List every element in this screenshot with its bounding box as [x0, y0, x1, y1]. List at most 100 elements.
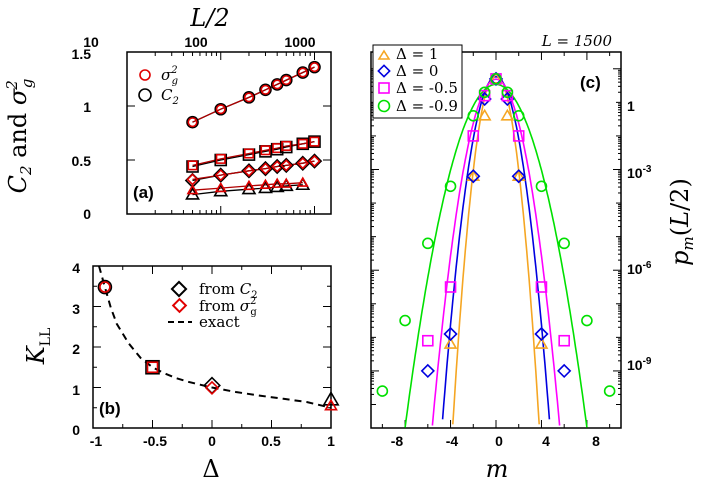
- c-marker-Δ = -0.5: [444, 281, 457, 293]
- c-marker-Δ = -0.9: [422, 237, 434, 250]
- b-legend-sigma-label: from σ2 g: [199, 296, 257, 318]
- b-legend-c2-marker: [170, 280, 188, 298]
- panel-c: L = 1500 -8 -4 0 4 8 m 1 10-3 10-6 10-9 …: [370, 32, 697, 483]
- c-marker-Δ = -0.5: [467, 130, 480, 142]
- c-legend-marker-delta1: [377, 49, 391, 60]
- b-ytick-0: 0: [72, 422, 80, 438]
- c-marker-Δ = -0.9: [501, 86, 514, 99]
- panel-b: 4 3 2 1 0 -1 -0.5 0 0.5 1 Δ KLL from C2 …: [22, 260, 340, 483]
- a-marker-sigma-delta-0.9: [272, 79, 283, 90]
- a-ytick-1: 1: [83, 99, 91, 115]
- a-marker-sigma-delta1: [296, 176, 309, 187]
- b-ytick-3: 3: [72, 301, 80, 317]
- a-marker-C2-delta-0.9: [296, 66, 310, 79]
- c-xtick-neg4: -4: [446, 433, 459, 449]
- a-marker-C2-delta-0.9: [242, 91, 256, 104]
- c-marker-Δ = -0.5: [478, 89, 491, 102]
- a-marker-sigma-delta-0.9: [309, 62, 320, 73]
- b-ylabel: KLL: [22, 328, 54, 366]
- c-xtick-0: 0: [495, 433, 503, 449]
- c-curve-Δ = -0.5: [431, 78, 561, 426]
- a-marker-C2-delta-0.9: [259, 83, 272, 97]
- a-xtick-100: 100: [184, 34, 208, 50]
- a-fit-sigma_g2-delta1: [192, 182, 303, 191]
- a-ytick-0.5: 0.5: [72, 153, 92, 169]
- b-xtick-neg1: -1: [90, 433, 103, 449]
- c-marker-Δ = 0: [477, 91, 492, 107]
- c-marker-Δ = -0.9: [558, 237, 570, 250]
- a-marker-C2-delta0: [213, 167, 229, 183]
- a-marker-sigma-delta0: [214, 168, 227, 182]
- a-marker-sigma-delta-0.5: [187, 160, 198, 171]
- panel-c-curves: [404, 72, 588, 428]
- a-marker-sigma-delta0: [259, 162, 272, 175]
- b-ytick-2: 2: [72, 341, 80, 357]
- a-ytick-1.5: 1.5: [72, 46, 92, 62]
- panel-a: 1.5 1 0.5 0 10 100 1000 L/2 C2 and σ2g σ…: [3, 4, 332, 222]
- a-marker-sigma-delta1: [271, 177, 284, 188]
- b-marker-C2-delta-0.5: [145, 359, 160, 375]
- a-marker-C2-delta-0.5: [308, 135, 321, 148]
- a-ytick-0: 0: [83, 206, 91, 222]
- c-legend-label-delta1: Δ = 1: [396, 45, 438, 63]
- c-xlabel: m: [486, 455, 509, 483]
- a-marker-sigma-delta-0.9: [215, 104, 226, 115]
- a-legend-c2-label: C2: [161, 86, 179, 107]
- c-marker-Δ = 1: [511, 169, 526, 182]
- b-xtick-1: 1: [327, 433, 335, 449]
- c-marker-Δ = -0.9: [478, 86, 491, 99]
- c-marker-Δ = 1: [534, 336, 549, 349]
- a-marker-sigma-delta-0.9: [187, 117, 198, 128]
- c-marker-Δ = 0: [466, 169, 481, 184]
- panel-a-markers: [184, 60, 323, 200]
- c-marker-Δ = -0.9: [535, 180, 548, 193]
- a-marker-sigma-delta0: [242, 164, 256, 177]
- b-panel-label: (b): [99, 399, 121, 418]
- c-legend-marker-delta-0.9: [377, 99, 391, 113]
- b-exact-curve: [98, 265, 332, 409]
- a-marker-sigma-delta0: [296, 157, 309, 170]
- c-marker-Δ = -0.9: [399, 314, 411, 327]
- b-marker-C2-delta1: [322, 390, 340, 406]
- c-panel-label: (c): [580, 73, 601, 92]
- a-marker-C2-delta1: [269, 179, 285, 193]
- a-legend-sigma-label: σ2 g: [161, 65, 178, 87]
- c-marker-Δ = 0: [500, 91, 515, 107]
- c-legend-box: [372, 44, 463, 119]
- b-legend-sigma-marker: [171, 297, 188, 314]
- a-marker-sigma-delta1: [259, 178, 272, 189]
- c-legend-label-delta-0.9: Δ = -0.9: [396, 97, 458, 115]
- c-legend-label-delta0: Δ = 0: [396, 62, 438, 80]
- c-marker-Δ = 1: [466, 169, 481, 182]
- a-marker-C2-delta-0.9: [308, 60, 321, 74]
- c-marker-Δ = 0: [557, 363, 572, 379]
- b-legend-c2-label: from C2: [199, 280, 258, 301]
- panel-b-ticks: [92, 265, 332, 429]
- b-marker-sigma-delta0: [204, 380, 220, 396]
- c-ytick-1e-9: 10-9: [627, 356, 652, 373]
- c-marker-Δ = 0: [443, 326, 458, 342]
- a-marker-C2-delta0: [278, 157, 295, 174]
- a-marker-sigma-delta1: [242, 179, 255, 191]
- b-marker-sigma-delta1: [324, 398, 338, 411]
- b-marker-C2-delta-0.9: [97, 279, 113, 295]
- a-marker-C2-delta1: [258, 180, 273, 194]
- a-marker-C2-delta-0.9: [214, 102, 228, 116]
- a-xtick-10: 10: [83, 34, 99, 50]
- a-marker-sigma-delta1: [214, 181, 227, 193]
- c-xtick-8: 8: [592, 433, 600, 449]
- b-legend: from C2 from σ2 g exact: [168, 280, 258, 331]
- c-ytick-1e-6: 10-6: [627, 260, 652, 277]
- c-xtick-neg8: -8: [391, 433, 404, 449]
- a-marker-sigma-delta-0.5: [215, 153, 226, 164]
- a-marker-sigma-delta-0.5: [243, 148, 254, 159]
- c-marker-Δ = -0.9: [444, 180, 457, 193]
- a-marker-sigma-delta-0.9: [243, 92, 254, 103]
- a-marker-sigma-delta-0.5: [297, 138, 308, 149]
- a-legend-c2-marker: [138, 88, 152, 102]
- b-ytick-1: 1: [72, 382, 80, 398]
- c-marker-Δ = 0: [511, 169, 526, 184]
- a-ylabel: C2 and σ2g: [3, 79, 36, 194]
- a-marker-C2-delta-0.9: [279, 73, 293, 87]
